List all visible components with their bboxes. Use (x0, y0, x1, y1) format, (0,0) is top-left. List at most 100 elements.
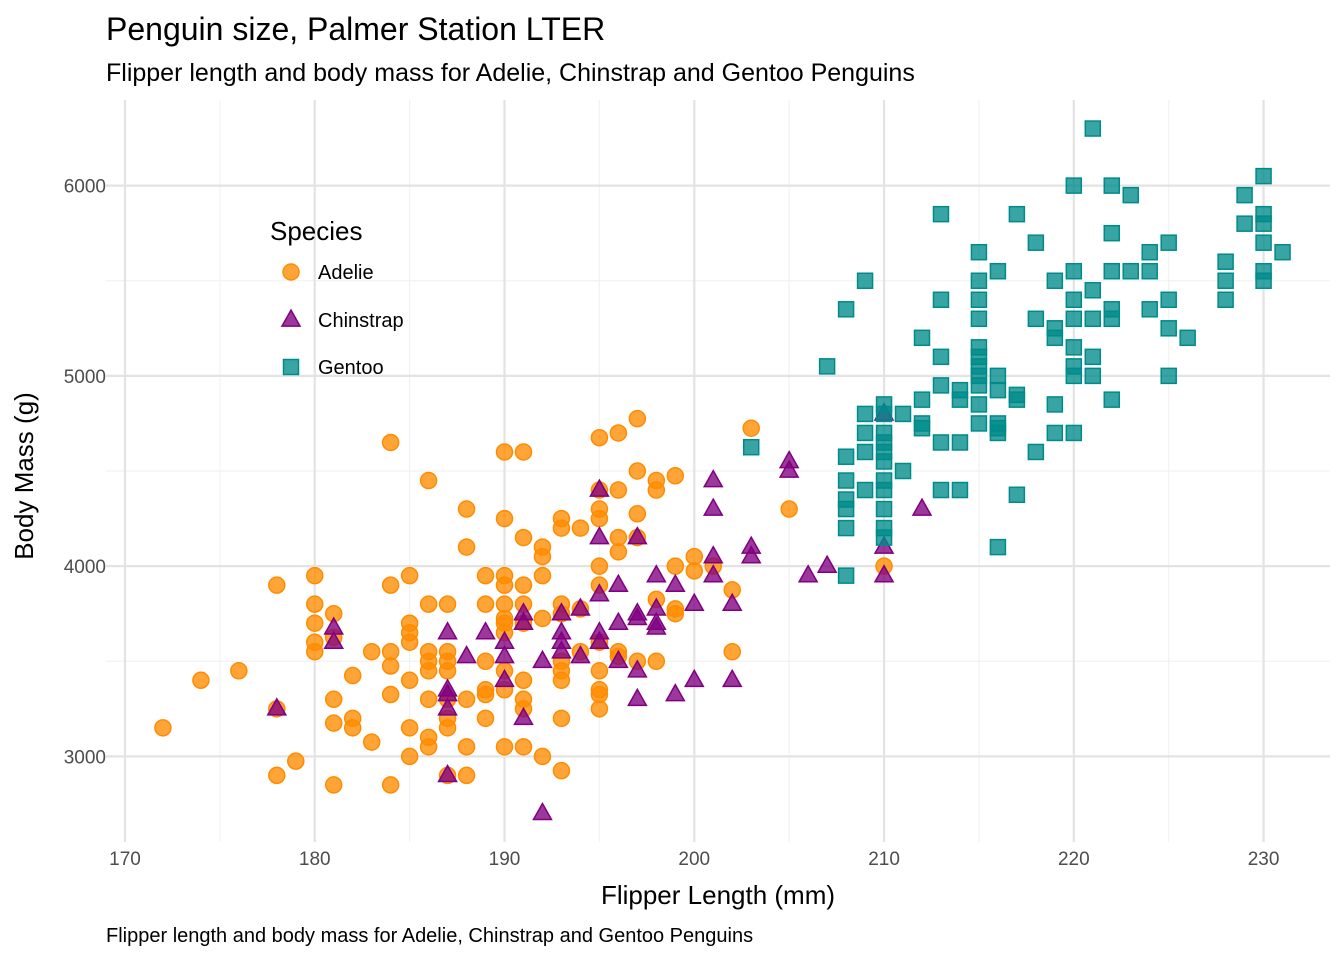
gentoo-point (894, 405, 912, 423)
gentoo-point (837, 301, 855, 318)
gentoo-point (894, 462, 912, 480)
adelie-point (609, 481, 628, 499)
gentoo-point (970, 272, 988, 289)
chart-subtitle: Flipper length and body mass for Adelie,… (106, 59, 915, 87)
gentoo-point (989, 538, 1007, 556)
gentoo-point (970, 415, 988, 432)
gentoo-point (742, 438, 760, 456)
gentoo-point (818, 358, 836, 375)
adelie-point (533, 547, 552, 566)
adelie-point (666, 557, 685, 575)
chinstrap-point (513, 611, 534, 631)
legend-title: Species (270, 216, 363, 246)
gentoo-point (1065, 262, 1083, 280)
gentoo-point (1141, 243, 1158, 261)
chinstrap-point (911, 497, 933, 516)
chinstrap-point (665, 683, 686, 702)
chinstrap-point (608, 649, 629, 669)
chinstrap-point (456, 645, 477, 664)
x-tick-label: 200 (678, 849, 710, 870)
adelie-point (305, 642, 324, 661)
adelie-point (305, 614, 324, 632)
adelie-point (514, 671, 533, 690)
chinstrap-point (740, 545, 762, 564)
gentoo-point (1103, 224, 1121, 242)
adelie-point (514, 443, 533, 461)
chinstrap-point (797, 564, 819, 583)
adelie-point (438, 662, 457, 680)
gentoo-point (1274, 243, 1291, 261)
adelie-point (514, 576, 533, 594)
legend-label: Adelie (318, 262, 374, 284)
adelie-point (324, 776, 343, 794)
adelie-point (742, 419, 760, 437)
gentoo-point (970, 243, 988, 261)
adelie-point (514, 528, 533, 547)
adelie-point (381, 657, 400, 675)
x-tick-labels: 170 180 190 200 210 220 230 (109, 849, 1279, 870)
adelie-point (268, 766, 286, 785)
y-tick-label: 3000 (64, 747, 106, 768)
gentoo-point (932, 291, 950, 309)
adelie-point (419, 471, 438, 490)
gentoo-point (1160, 234, 1177, 251)
chinstrap-point (570, 645, 591, 664)
chinstrap-point (702, 469, 724, 488)
adelie-point (590, 700, 609, 718)
adelie-point (362, 733, 381, 751)
legend-item-adelie: Adelie (282, 262, 374, 284)
chinstrap-point (646, 564, 667, 583)
gentoo-point (856, 272, 874, 289)
chinstrap-point (608, 611, 629, 631)
x-axis-title: Flipper Length (mm) (601, 880, 835, 910)
gentoo-point (1046, 272, 1064, 289)
chinstrap-point (589, 630, 610, 650)
gentoo-point (932, 481, 950, 499)
adelie-point (400, 747, 419, 766)
adelie-point (230, 662, 248, 680)
gentoo-point (1160, 291, 1177, 309)
adelie-point (552, 709, 571, 728)
data-points (154, 120, 1291, 821)
adelie-point (419, 738, 438, 756)
adelie-point (419, 595, 438, 613)
chinstrap-point (475, 621, 496, 640)
gentoo-point (1236, 215, 1253, 232)
chinstrap-point (551, 640, 572, 659)
adelie-point (324, 714, 343, 732)
y-tick-label: 6000 (64, 177, 106, 198)
adelie-point (457, 538, 476, 556)
series-gentoo (742, 120, 1291, 584)
chinstrap-point (627, 526, 648, 545)
chinstrap-point (589, 526, 610, 545)
chinstrap-point (437, 621, 458, 640)
adelie-point (381, 576, 400, 594)
adelie-point (495, 443, 514, 461)
y-axis-title: Body Mass (g) (9, 392, 39, 560)
adelie-point (287, 752, 305, 770)
chart-title: Penguin size, Palmer Station LTER (106, 11, 605, 47)
adelie-point (305, 595, 324, 613)
grid (106, 100, 1330, 842)
gentoo-point (1008, 391, 1026, 408)
gentoo-point (1065, 367, 1083, 385)
gentoo-point (1084, 310, 1102, 328)
adelie-point (552, 519, 571, 537)
gentoo-point (951, 481, 969, 499)
x-tick-label: 180 (299, 849, 331, 870)
chinstrap-point (721, 668, 743, 688)
gentoo-point (837, 472, 855, 489)
chinstrap-point (627, 606, 648, 626)
adelie-point (476, 685, 495, 704)
adelie-point (381, 776, 400, 794)
chinstrap-point (721, 592, 743, 612)
gentoo-point (970, 377, 988, 394)
adelie-point (419, 662, 438, 680)
adelie-point (723, 642, 741, 661)
chinstrap-point (494, 645, 515, 664)
gentoo-point (1217, 272, 1234, 289)
adelie-point (362, 642, 381, 661)
gentoo-point (875, 500, 893, 518)
adelie-point (381, 685, 400, 704)
